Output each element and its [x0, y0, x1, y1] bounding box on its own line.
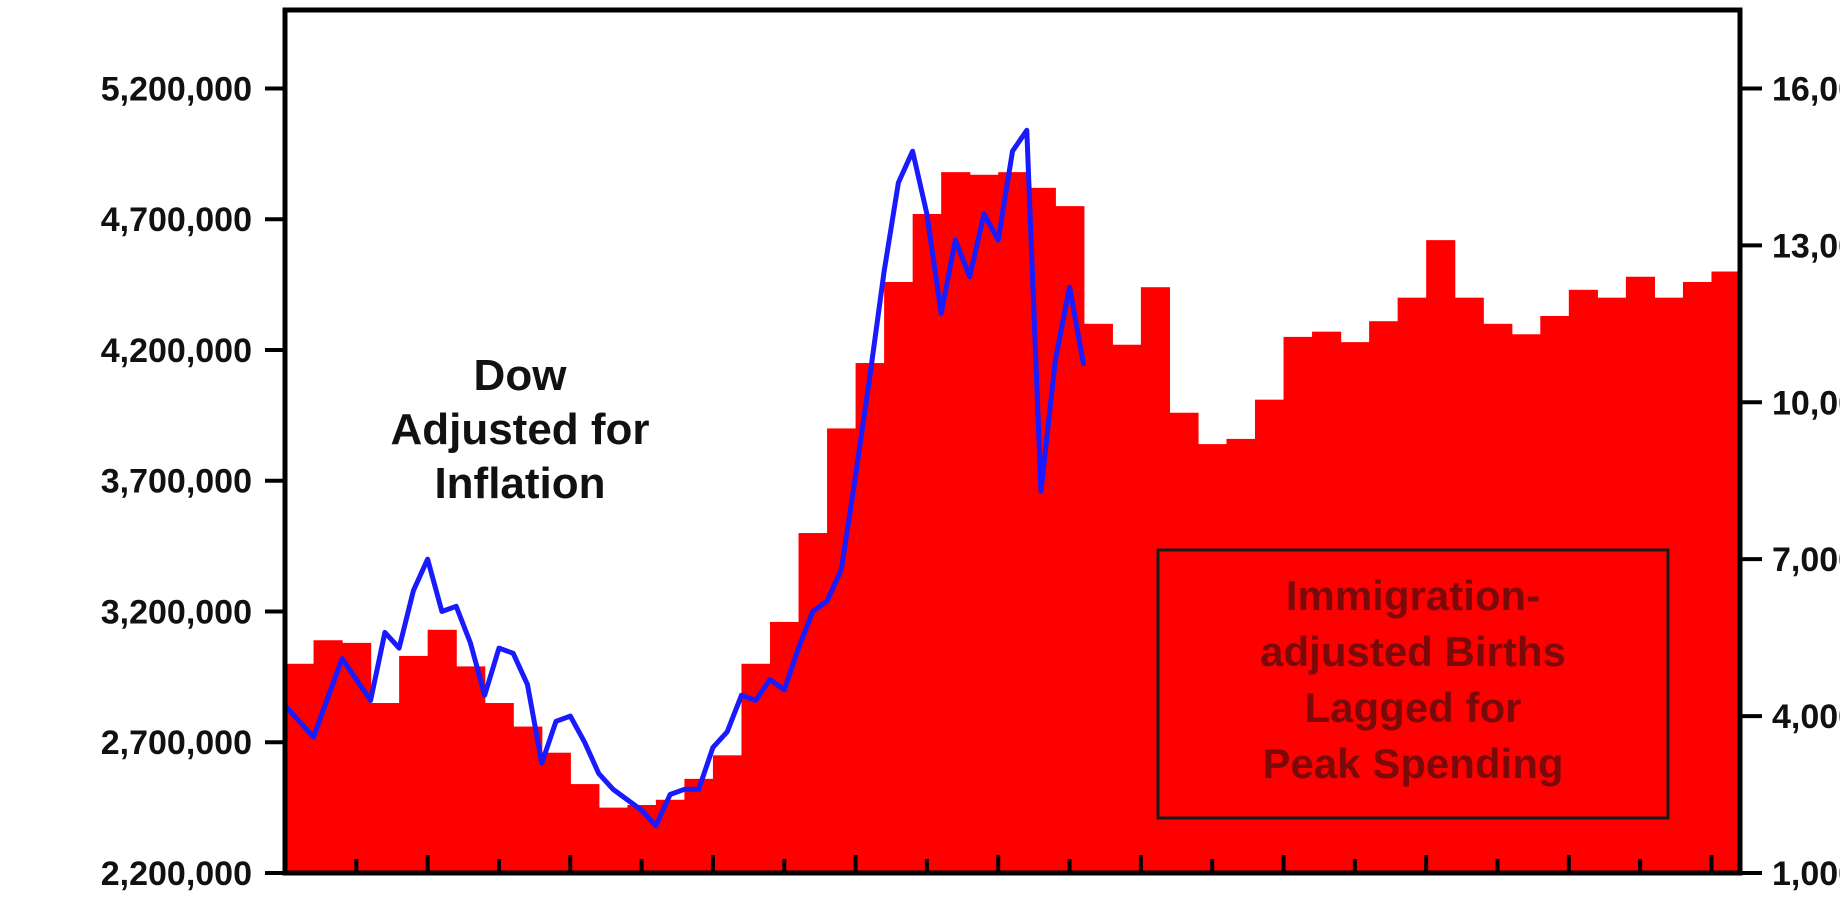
bar — [712, 755, 743, 873]
left-tick-label: 4,200,000 — [101, 332, 252, 370]
bar — [1711, 271, 1741, 873]
right-tick-label: 16,000 — [1772, 70, 1840, 108]
bar — [884, 281, 914, 873]
left-tick-label: 4,700,000 — [101, 201, 252, 239]
bar — [484, 703, 514, 873]
bar — [684, 778, 714, 873]
dow-line — [283, 127, 1087, 829]
births-annotation-line-2: adjusted Births — [1260, 628, 1566, 675]
bar — [598, 807, 628, 873]
bar — [399, 655, 429, 873]
births-annotation-line-1: Immigration- — [1286, 572, 1540, 619]
dow-annotation-line-1: Dow — [474, 351, 568, 400]
bar — [912, 213, 942, 873]
left-tick-label: 2,700,000 — [101, 724, 252, 762]
dow-annotation-line-2: Adjusted for — [390, 405, 649, 454]
bar — [998, 172, 1028, 873]
bar — [313, 640, 343, 873]
bar — [798, 533, 828, 873]
dow-annotation: Dow Adjusted for Inflation — [390, 351, 649, 508]
bar — [570, 784, 600, 873]
bar — [456, 666, 486, 873]
left-axis: 2,200,000 2,700,000 3,200,000 3,700,000 4,20… — [101, 70, 285, 893]
bar — [1083, 323, 1113, 873]
bar — [1112, 344, 1142, 873]
left-tick-label: 3,700,000 — [101, 463, 252, 501]
bar — [969, 174, 999, 874]
right-tick-label: 10,000 — [1772, 384, 1840, 422]
births-annotation: Immigration- adjusted Births Lagged for … — [1156, 548, 1670, 820]
births-annotation-line-4: Peak Spending — [1262, 740, 1563, 787]
dow-annotation-line-3: Inflation — [434, 459, 605, 508]
plot-frame — [282, 7, 1743, 876]
left-tick-label: 3,200,000 — [101, 593, 252, 631]
bar — [1055, 206, 1085, 874]
right-tick-label: 13,000 — [1772, 227, 1840, 265]
births-annotation-line-3: Lagged for — [1305, 684, 1522, 731]
bar — [370, 703, 400, 873]
left-tick-label: 2,200,000 — [101, 855, 252, 893]
bar — [941, 172, 971, 873]
right-tick-label: 4,000 — [1772, 698, 1840, 736]
births-annotation-box — [1156, 548, 1670, 820]
right-tick-label: 7,000 — [1772, 541, 1840, 579]
right-tick-label: 1,000 — [1772, 855, 1840, 893]
bar — [1682, 281, 1713, 873]
bar — [427, 629, 457, 873]
left-tick-label: 5,200,000 — [101, 70, 252, 108]
bar — [541, 752, 571, 873]
right-axis: 1,000 4,000 7,000 10,000 13,000 16,000 — [1740, 70, 1840, 893]
bar — [285, 663, 315, 873]
